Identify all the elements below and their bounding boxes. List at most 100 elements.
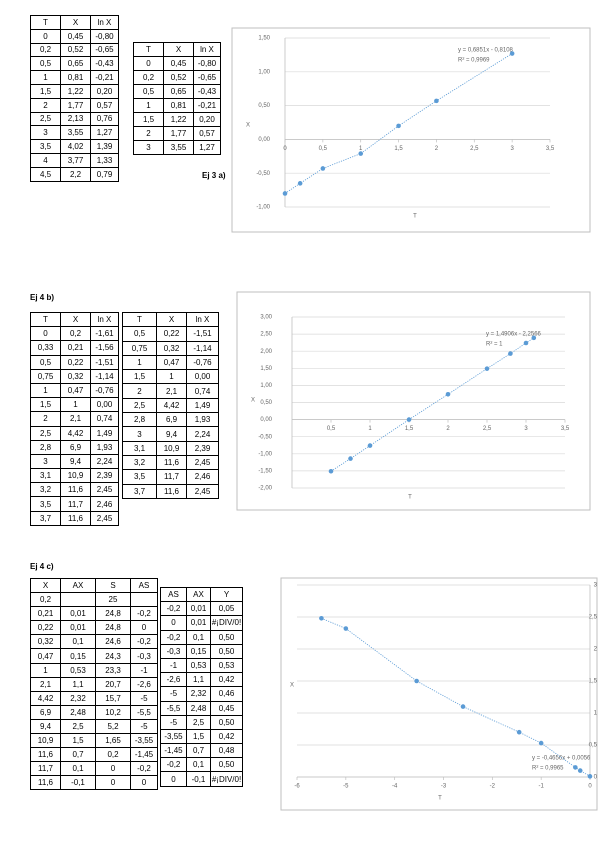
table-row: 2,8 6,9 1,93 [122, 412, 219, 428]
table-cell: -0,65 [193, 70, 221, 85]
table-row: 0,32 0,1 24,6 -0,2 [30, 634, 158, 650]
table-cell: 0,76 [90, 111, 119, 127]
table-cell: 2 [30, 97, 61, 113]
table-row: 3,5 4,02 1,39 [30, 139, 119, 154]
table-cell: 11,7 [60, 496, 91, 512]
table-cell: 0,45 [163, 56, 194, 71]
table-cell: 1,1 [60, 676, 96, 692]
table-cell: 0 [130, 775, 158, 791]
header-cell: AX [186, 586, 211, 603]
table-row: 1,5 1,22 0,20 [133, 112, 221, 127]
table-cell: 1,22 [60, 83, 91, 99]
table-cell: 25 [95, 592, 131, 608]
table-cell: 0,5 [30, 56, 61, 72]
table-cell: -1,14 [90, 368, 119, 384]
table-cell: 10,2 [95, 704, 131, 720]
data-point [320, 166, 326, 171]
table-row: 3,7 11,6 2,45 [122, 483, 219, 499]
table-cell: 1 [156, 369, 187, 385]
table-row: 1,5 1,22 0,20 [30, 83, 119, 99]
section-label: Ej 4 b) [30, 293, 55, 302]
table-cell: 0,32 [30, 634, 61, 650]
header-cell: T [122, 311, 157, 328]
table-cell: 0,01 [60, 620, 96, 636]
table-cell: 0,5 [30, 354, 61, 370]
table-cell: -5 [160, 686, 187, 702]
table-cell: -5,5 [130, 704, 158, 720]
table-row: 0,75 0,32 -1,14 [122, 340, 219, 356]
table-cell: 6,9 [30, 704, 61, 720]
y-tick-label: 2,5 [589, 615, 598, 621]
table-cell: 0,20 [193, 112, 221, 127]
chart-frame [280, 577, 598, 811]
table-cell: 2,45 [186, 454, 219, 471]
table-cell: 2,45 [90, 482, 119, 498]
data-point [348, 456, 353, 461]
x-tick-label: 3 [510, 146, 514, 152]
table-row: 0 0,45 -0,80 [133, 56, 221, 71]
table-cell: 1,5 [133, 112, 164, 127]
table-cell: -1,61 [90, 326, 119, 342]
header-cell: T [30, 15, 61, 30]
table-cell: 1,77 [60, 97, 91, 113]
table-cell: 1,5 [186, 728, 211, 745]
data-point [319, 615, 324, 621]
table-cell: -0,76 [90, 382, 119, 399]
table-cell: -1,51 [90, 354, 119, 370]
data-point [358, 151, 364, 156]
table-row: 0 0,01 #¡DIV/0! [160, 615, 243, 631]
table-cell: 2,5 [60, 718, 96, 735]
table-cell: 0,81 [60, 70, 91, 85]
table-cell: 1,5 [30, 397, 61, 413]
x-axis-title: T [438, 796, 442, 802]
table-row: 2 2,1 0,74 [30, 411, 119, 427]
table-cell: 4,42 [156, 397, 187, 414]
table-row: -0,2 0,01 0,05 [160, 601, 243, 617]
x-tick-label: 2 [435, 146, 439, 152]
table-cell: 11,6 [156, 483, 187, 499]
table-cell: 0,45 [210, 700, 243, 716]
y-tick-label: 2,00 [260, 349, 272, 355]
table-cell: 2,45 [186, 483, 219, 499]
table-cell: 2,1 [156, 383, 187, 399]
table-row: 2 1,77 0,57 [30, 97, 119, 113]
table-row: 0,5 0,22 -1,51 [30, 354, 119, 370]
table-cell: 0,42 [210, 672, 243, 688]
data-table: AS AX Y -0,2 0,01 0,05 0 0,01 #¡DIV/0! -0,2 0,1 0,5… [160, 586, 243, 787]
data-point [297, 181, 303, 186]
table-cell: -0,2 [130, 761, 158, 777]
x-tick-label: 0 [283, 146, 287, 152]
table-cell: 2,13 [60, 111, 91, 127]
table-cell [130, 592, 158, 608]
y-tick-label: -2,00 [258, 486, 272, 492]
x-tick-label: 2 [446, 426, 450, 432]
table-cell: -2,6 [130, 676, 158, 692]
table-row: -0,2 0,1 0,50 [160, 629, 243, 645]
table-cell: 2,46 [90, 496, 119, 512]
table-cell: 2,5 [30, 425, 61, 441]
trend-annotation: R² = 1 [486, 342, 503, 348]
table-cell: 2,32 [60, 690, 96, 706]
table-cell: 2,1 [60, 411, 91, 427]
table-cell: 1,5 [30, 83, 61, 99]
table-row: 1 0,81 -0,21 [133, 98, 221, 113]
data-table: X AX S AS 0,2 25 0,21 0,01 24,8 -0,2 0,22 0,01 24,8 0… [30, 577, 158, 791]
table-row: 0,33 0,21 -1,56 [30, 340, 119, 356]
y-tick-label: 1,5 [589, 679, 598, 685]
data-point [484, 366, 490, 371]
section-label: Ej 4 c) [30, 562, 54, 571]
x-tick-label: 1 [359, 146, 363, 152]
table-cell: 0,05 [210, 601, 243, 617]
table-row: 1 0,53 23,3 -1 [30, 662, 158, 678]
x-tick-label: 2,5 [483, 426, 492, 432]
table-cell: 11,7 [30, 761, 61, 777]
data-point [367, 443, 373, 448]
header-row: AS AX Y [160, 586, 243, 603]
table-cell: 1,39 [90, 139, 119, 154]
table-row: 2,5 2,13 0,76 [30, 111, 119, 127]
data-point [343, 626, 349, 631]
y-tick-label: -1,50 [258, 468, 272, 474]
